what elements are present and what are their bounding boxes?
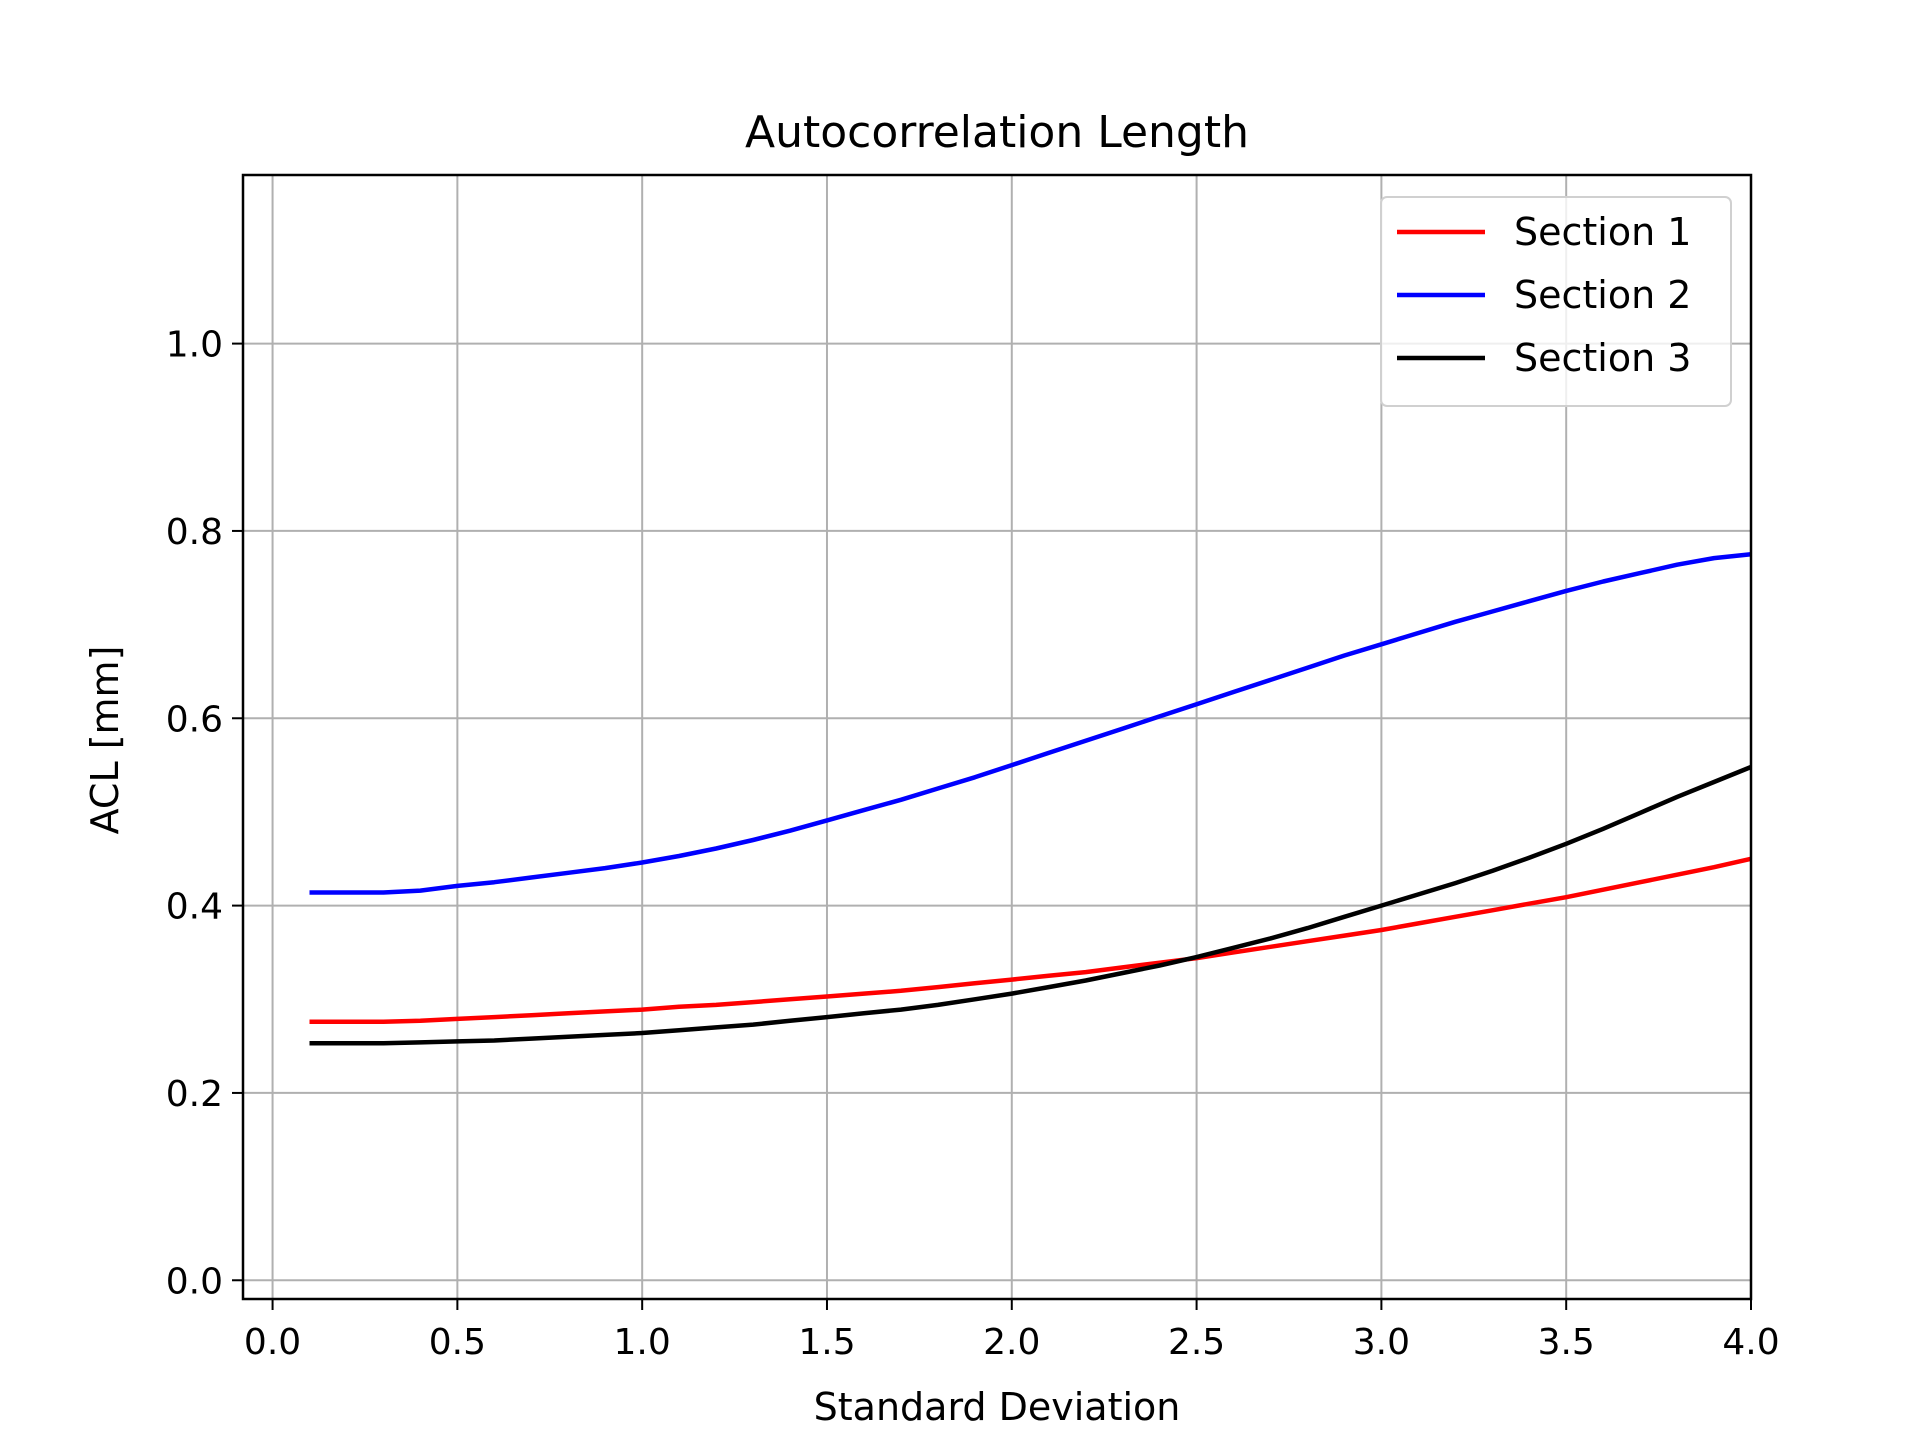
legend: Section 1 Section 2 Section 3: [1380, 196, 1732, 407]
series-line-2: [309, 552, 1752, 895]
x-tick-label: 1.5: [798, 1322, 855, 1363]
x-tick-label: 0.5: [429, 1322, 486, 1363]
x-axis-label: Standard Deviation: [814, 1385, 1181, 1429]
legend-label-2: Section 2: [1514, 273, 1691, 317]
x-tick-label: 4.0: [1722, 1322, 1779, 1363]
y-tick-label: 1.0: [166, 325, 223, 366]
legend-box: [1380, 196, 1732, 407]
chart-title: Autocorrelation Length: [745, 107, 1249, 158]
x-tick-label: 0.0: [244, 1322, 301, 1363]
series-line-3: [309, 764, 1752, 1046]
y-tick-label: 0.4: [166, 887, 223, 928]
plot-area: 0.0 0.5 1.0 1.5 2.0 2.5 3.0 3.5 4.0 0.0 0.2 0.4 0.6 0…: [166, 173, 1780, 1363]
y-tick-label: 0.0: [166, 1261, 223, 1302]
x-tick-label: 3.0: [1353, 1322, 1410, 1363]
y-tick-label: 0.2: [166, 1074, 223, 1115]
x-tick-label: 1.0: [614, 1322, 671, 1363]
y-tick-label: 0.6: [166, 699, 223, 740]
series-line-1: [309, 856, 1752, 1024]
y-tick-label: 0.8: [166, 512, 223, 553]
axes-frame: [241, 173, 1753, 1301]
legend-label-1: Section 1: [1514, 210, 1691, 254]
x-tick-label: 2.0: [983, 1322, 1040, 1363]
x-tick-label: 3.5: [1538, 1322, 1595, 1363]
legend-label-3: Section 3: [1514, 336, 1691, 380]
x-tick-label: 2.5: [1168, 1322, 1225, 1363]
y-axis-label: ACL [mm]: [83, 646, 127, 835]
